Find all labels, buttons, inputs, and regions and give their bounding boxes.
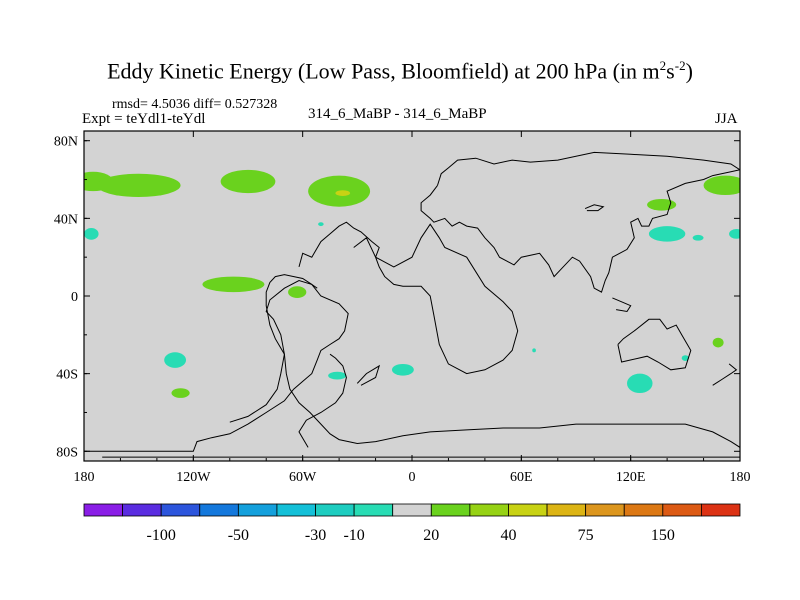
colorbar-swatch bbox=[585, 503, 625, 517]
colorbar-label: -30 bbox=[305, 527, 326, 544]
anomaly-region bbox=[328, 371, 347, 380]
anomaly-region bbox=[532, 348, 536, 353]
anomaly-region bbox=[164, 352, 187, 368]
experiment-label: Expt = teYdl1-teYdl bbox=[82, 111, 206, 127]
colorbar-swatch bbox=[623, 503, 664, 517]
colorbar-swatch bbox=[199, 503, 239, 517]
colorbar-swatch bbox=[430, 503, 471, 517]
y-tick-label: 0 bbox=[71, 290, 78, 305]
chart-title: Eddy Kinetic Energy (Low Pass, Bloomfiel… bbox=[107, 58, 693, 84]
anomaly-region bbox=[96, 173, 181, 197]
colorbar-swatch bbox=[662, 503, 702, 517]
x-tick-label: 180 bbox=[730, 470, 751, 485]
anomaly-region bbox=[84, 228, 99, 240]
colorbar-swatch bbox=[469, 503, 509, 517]
coastline bbox=[437, 151, 740, 186]
anomaly-region bbox=[202, 276, 265, 293]
colorbar-swatch bbox=[508, 503, 548, 517]
season-label: JJA bbox=[715, 111, 738, 127]
x-tick-label: 180 bbox=[74, 470, 95, 485]
colorbar-swatch bbox=[315, 503, 355, 517]
case-label: 314_6_MaBP - 314_6_MaBP bbox=[308, 106, 487, 122]
x-tick-label: 120W bbox=[176, 470, 211, 485]
y-tick-label: 80N bbox=[54, 135, 78, 150]
colorbar-label: 20 bbox=[423, 527, 439, 544]
y-tick-label: 40S bbox=[56, 368, 78, 383]
stats-label: rmsd= 4.5036 diff= 0.527328 bbox=[112, 97, 278, 112]
anomaly-region bbox=[391, 363, 414, 376]
anomaly-region bbox=[318, 222, 324, 227]
colorbar-swatch bbox=[392, 503, 432, 517]
x-tick-label: 120E bbox=[616, 470, 646, 485]
colorbar-swatch bbox=[276, 503, 316, 517]
y-tick-label: 80S bbox=[56, 445, 78, 460]
coastline bbox=[84, 274, 740, 452]
map-background bbox=[84, 131, 740, 461]
x-tick-label: 60E bbox=[510, 470, 533, 485]
colorbar-label: -100 bbox=[147, 527, 176, 544]
colorbar-label: 150 bbox=[651, 527, 675, 544]
anomaly-region bbox=[335, 190, 351, 197]
coastline bbox=[229, 279, 318, 423]
anomaly-region bbox=[692, 234, 704, 241]
colorbar-label: -50 bbox=[228, 527, 249, 544]
colorbar-swatch bbox=[122, 503, 162, 517]
colorbar-swatch bbox=[353, 503, 394, 517]
anomaly-region bbox=[648, 226, 686, 242]
colorbar-swatch bbox=[237, 503, 278, 517]
colorbar-label: 75 bbox=[578, 527, 594, 544]
anomaly-region bbox=[647, 198, 677, 211]
coastline bbox=[612, 297, 632, 313]
anomaly-region bbox=[712, 337, 724, 348]
anomaly-region bbox=[703, 175, 740, 196]
anomaly-region bbox=[681, 355, 689, 362]
anomaly-region bbox=[171, 388, 190, 398]
coastline bbox=[712, 363, 738, 386]
coastline bbox=[298, 353, 347, 448]
coastline bbox=[298, 221, 519, 375]
anomaly-region bbox=[729, 229, 740, 239]
colorbar-swatch bbox=[83, 503, 123, 517]
anomaly-region bbox=[288, 286, 307, 298]
colorbar-swatch bbox=[546, 503, 587, 517]
x-tick-label: 60W bbox=[289, 470, 317, 485]
colorbar-label: -10 bbox=[343, 527, 364, 544]
coastline bbox=[617, 318, 692, 371]
colorbar-swatch bbox=[701, 503, 741, 517]
coastline bbox=[356, 364, 381, 386]
coastline bbox=[420, 169, 740, 293]
x-tick-label: 0 bbox=[409, 470, 416, 485]
colorbar-label: 40 bbox=[500, 527, 516, 544]
y-tick-label: 40N bbox=[54, 212, 78, 227]
anomaly-region bbox=[220, 169, 276, 194]
anomaly-region bbox=[627, 373, 653, 394]
colorbar-swatch bbox=[160, 503, 201, 517]
coastline bbox=[584, 204, 605, 212]
